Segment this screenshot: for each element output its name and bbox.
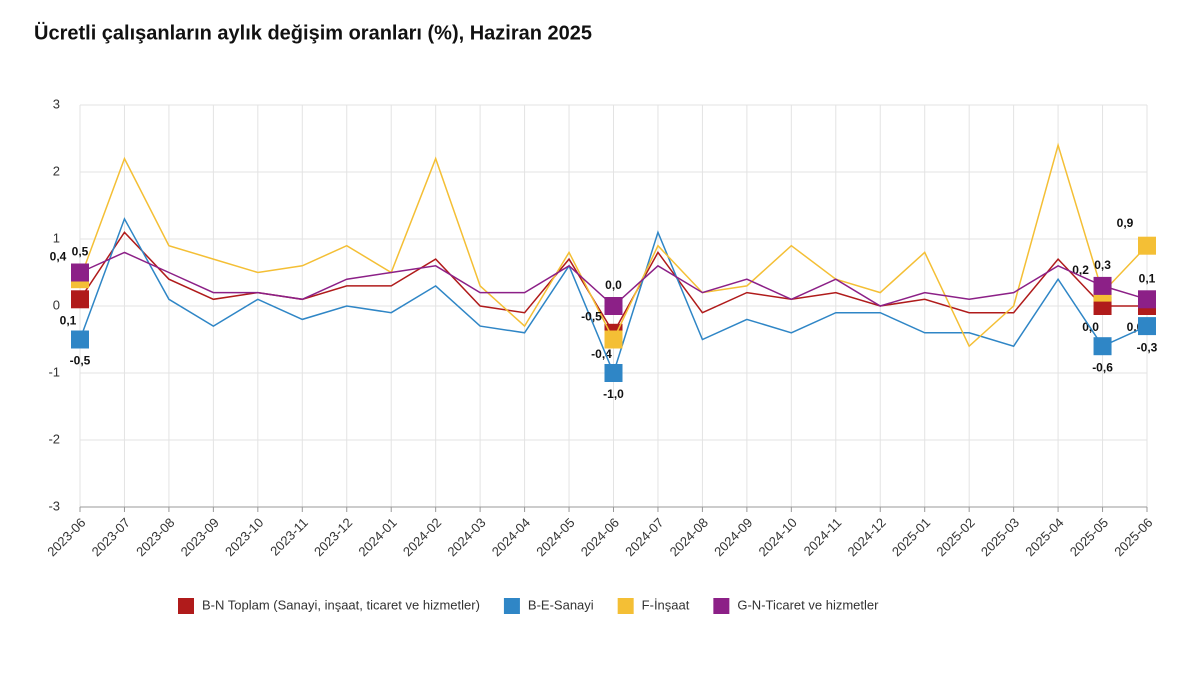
legend-swatch bbox=[713, 598, 730, 614]
value-label: 0,2 bbox=[1072, 263, 1089, 277]
x-tick-label: 2024-04 bbox=[489, 515, 533, 559]
point-marker bbox=[71, 290, 89, 309]
x-tick-label: 2024-02 bbox=[400, 515, 444, 559]
value-label: -0,3 bbox=[1137, 340, 1158, 354]
x-tick-label: 2023-10 bbox=[222, 515, 266, 559]
x-tick-label: 2024-10 bbox=[756, 515, 800, 559]
x-tick-label: 2023-11 bbox=[267, 515, 311, 559]
point-marker bbox=[1138, 236, 1156, 255]
x-tick-label: 2025-06 bbox=[1111, 515, 1155, 559]
x-tick-label: 2024-12 bbox=[844, 515, 888, 559]
x-tick-label: 2024-08 bbox=[667, 515, 711, 559]
point-marker bbox=[604, 330, 623, 349]
x-tick-label: 2024-09 bbox=[711, 515, 755, 559]
legend-swatch bbox=[503, 598, 520, 614]
x-tick-label: 2023-09 bbox=[178, 515, 222, 559]
x-tick-label: 2025-05 bbox=[1067, 515, 1111, 559]
x-tick-label: 2024-06 bbox=[578, 515, 622, 559]
value-label: -0,6 bbox=[1092, 360, 1113, 374]
value-label: 0,9 bbox=[1117, 216, 1134, 230]
point-marker bbox=[1138, 317, 1156, 336]
point-marker bbox=[71, 263, 89, 282]
point-marker bbox=[1138, 290, 1156, 309]
point-marker bbox=[71, 330, 89, 349]
value-label: -0,4 bbox=[591, 347, 612, 361]
y-tick-label: 2 bbox=[53, 163, 60, 178]
legend-label: B-N Toplam (Sanayi, inşaat, ticaret ve h… bbox=[202, 597, 480, 612]
x-tick-label: 2024-03 bbox=[444, 515, 488, 559]
y-tick-label: 0 bbox=[53, 297, 60, 312]
x-tick-label: 2024-11 bbox=[801, 515, 845, 559]
y-tick-label: 3 bbox=[53, 96, 60, 111]
value-label: 0,1 bbox=[1139, 271, 1156, 285]
x-tick-label: 2025-01 bbox=[889, 515, 933, 559]
y-tick-label: -1 bbox=[48, 364, 60, 379]
point-marker bbox=[1093, 276, 1112, 295]
value-label: 0,1 bbox=[60, 313, 77, 327]
legend-label: F-İnşaat bbox=[642, 597, 690, 612]
point-marker bbox=[1093, 337, 1112, 356]
point-marker bbox=[604, 297, 623, 315]
value-label: 0,4 bbox=[50, 249, 67, 263]
value-label: -0,5 bbox=[581, 310, 602, 324]
x-tick-label: 2023-06 bbox=[44, 515, 88, 559]
x-tick-label: 2024-07 bbox=[622, 515, 666, 559]
value-label: 0,3 bbox=[1094, 258, 1111, 272]
legend-swatch bbox=[178, 598, 194, 614]
x-tick-label: 2025-02 bbox=[933, 515, 977, 559]
point-marker bbox=[604, 364, 623, 382]
x-tick-label: 2024-05 bbox=[533, 515, 577, 559]
legend-label: B-E-Sanayi bbox=[528, 597, 594, 612]
x-tick-label: 2025-03 bbox=[978, 515, 1022, 559]
chart-title: Ücretli çalışanların aylık değişim oranl… bbox=[34, 21, 592, 44]
legend-swatch bbox=[617, 598, 634, 614]
legend-label: G-N-Ticaret ve hizmetler bbox=[737, 597, 879, 612]
value-label: -1,0 bbox=[603, 387, 624, 401]
y-tick-label: -2 bbox=[48, 431, 60, 446]
value-label: 0,5 bbox=[72, 245, 89, 259]
value-label: -0,5 bbox=[70, 354, 91, 368]
x-tick-label: 2023-07 bbox=[89, 515, 133, 559]
y-tick-label: 1 bbox=[53, 230, 60, 245]
x-tick-label: 2023-08 bbox=[133, 515, 177, 559]
value-label: 0,0 bbox=[605, 278, 622, 292]
y-tick-label: -3 bbox=[48, 498, 60, 513]
x-tick-label: 2025-04 bbox=[1022, 515, 1066, 559]
x-tick-label: 2023-12 bbox=[311, 515, 355, 559]
x-tick-label: 2024-01 bbox=[355, 515, 399, 559]
